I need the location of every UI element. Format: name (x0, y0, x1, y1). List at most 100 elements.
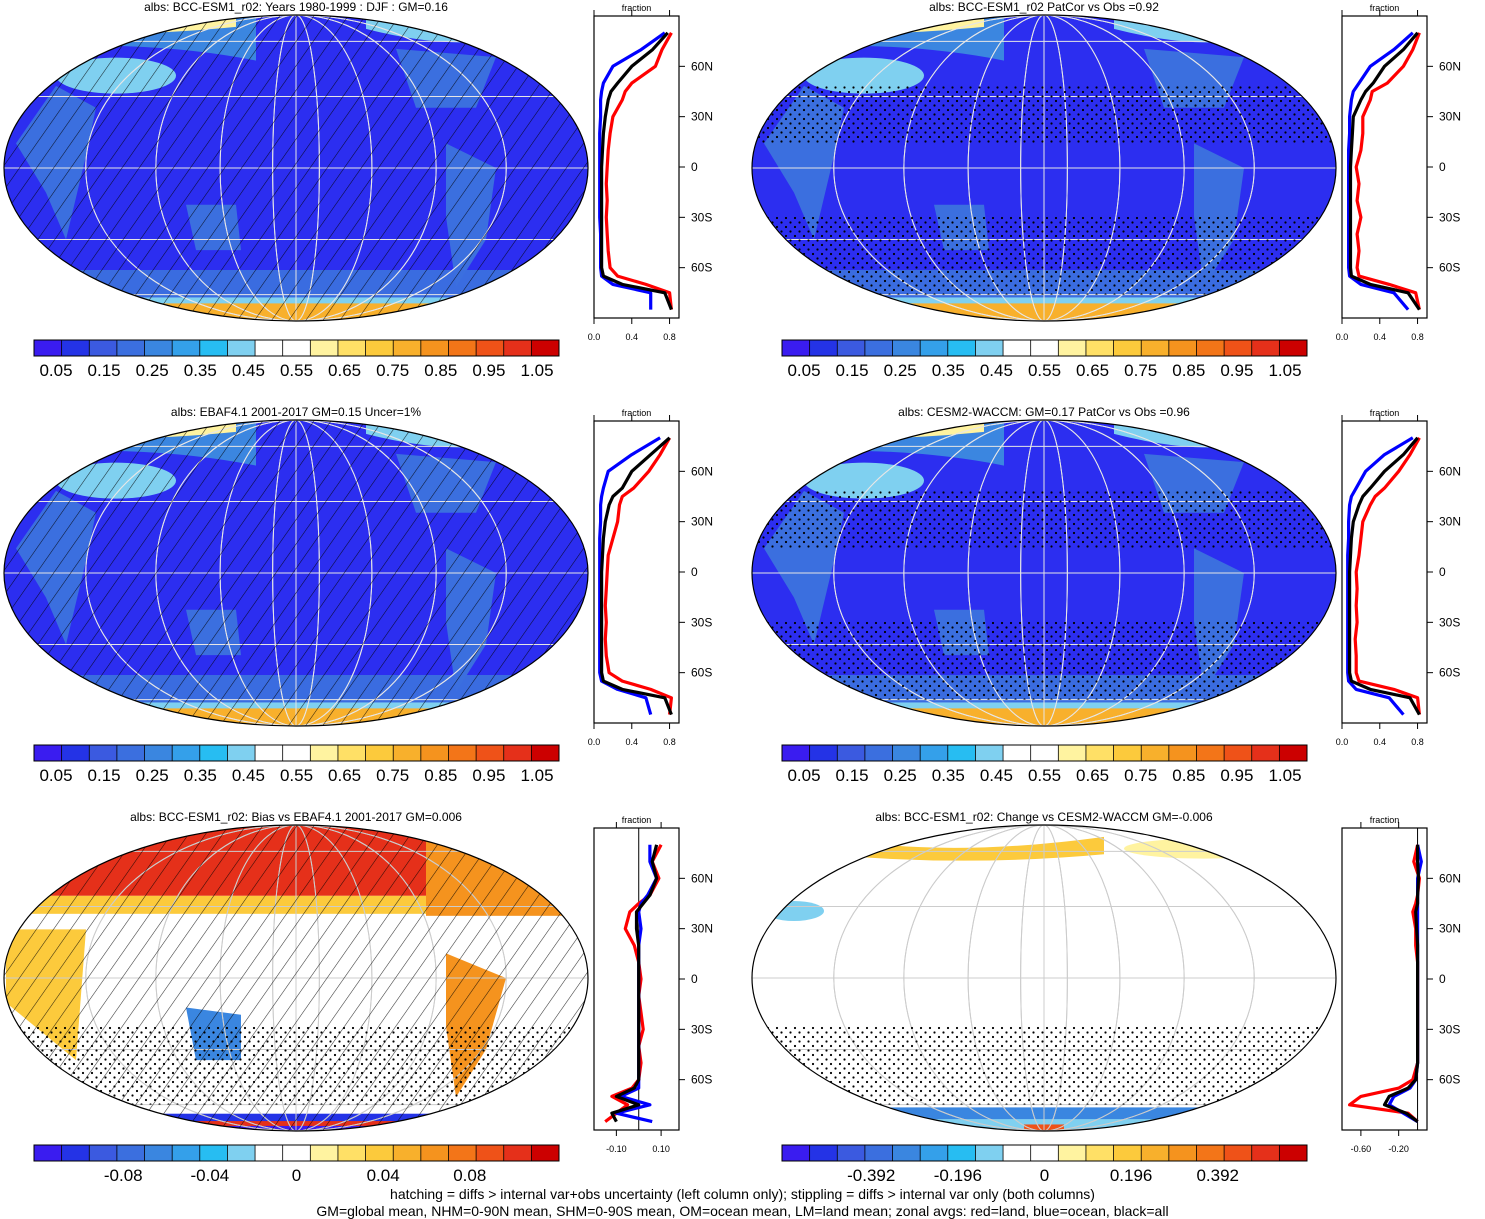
colorbar-tick-label: 0.75 (1124, 766, 1157, 785)
colorbar-swatch (920, 745, 949, 761)
colorbar-swatch (809, 745, 838, 761)
colorbar-tick-label: 0.05 (787, 361, 820, 380)
colorbar-tick-label: 0.25 (136, 766, 169, 785)
colorbar-tick-label: 0.35 (932, 361, 965, 380)
colorbar-tick-label: 0.55 (1028, 361, 1061, 380)
colorbar-swatch (476, 1145, 505, 1161)
colorbar-swatch (337, 1145, 366, 1161)
lat-tick-label: 60S (691, 666, 712, 680)
colorbar-swatch (864, 745, 893, 761)
lat-tick-label: 60S (691, 1073, 712, 1087)
colorbar-swatch (89, 1145, 118, 1161)
colorbar-swatch (1058, 745, 1087, 761)
map-outline (751, 824, 1337, 1132)
colorbar-swatch (1085, 745, 1114, 761)
colorbar-tick-label: 0.196 (1110, 1166, 1153, 1185)
colorbar-tick-label: 0.55 (1028, 766, 1061, 785)
colorbar-swatch (1058, 1145, 1087, 1161)
colorbar-swatch (448, 1145, 477, 1161)
colorbar-swatch (1168, 1145, 1197, 1161)
colorbar-swatch (782, 745, 810, 761)
lat-tick-label: 30S (691, 210, 712, 224)
colorbar-swatch (89, 340, 118, 356)
colorbar-swatch (947, 745, 976, 761)
colorbar-tick-label: 0.45 (980, 361, 1013, 380)
colorbar-swatch (448, 745, 477, 761)
lat-tick-label: 30S (1439, 1022, 1460, 1036)
colorbar-tick-label: 0.75 (1124, 361, 1157, 380)
colorbar: -0.08 -0.04 0 0.04 0.08 (33, 1144, 560, 1185)
colorbar-swatch (255, 340, 283, 356)
colorbar-swatch (34, 340, 62, 356)
colorbar-swatch (337, 340, 366, 356)
colorbar-swatch (1141, 1145, 1170, 1161)
lat-tick-label: 30N (1439, 110, 1461, 124)
zonal-series-all (599, 31, 673, 311)
zonal-series-land (1353, 437, 1421, 715)
colorbar-swatch (1030, 745, 1059, 761)
colorbar-swatch (975, 745, 1004, 761)
colorbar-tick-label: 0.45 (232, 766, 265, 785)
colorbar-tick-label: 0.55 (280, 766, 313, 785)
colorbar: 0.05 0.15 0.25 0.35 0.45 0.55 0.65 0.75 0.85 0.95… (33, 744, 560, 785)
colorbar-swatch (1058, 340, 1087, 356)
colorbar-tick-label: 0.35 (932, 766, 965, 785)
colorbar-swatch (1196, 1145, 1225, 1161)
colorbar-swatch (420, 745, 449, 761)
colorbar-tick-label: 0.65 (1076, 766, 1109, 785)
zonal-x-tick-label: 0.0 (1336, 332, 1349, 342)
lat-tick-label: 0 (691, 565, 698, 579)
colorbar-swatch (1196, 340, 1225, 356)
footer-note-abbreviations: GM=global mean, NHM=0-90N mean, SHM=0-90… (316, 1203, 1169, 1219)
map-title: albs: EBAF4.1 2001-2017 GM=0.15 Uncer=1% (170, 405, 422, 419)
colorbar-tick-label: 0.65 (328, 766, 361, 785)
colorbar: 0.05 0.15 0.25 0.35 0.45 0.55 0.65 0.75 0.85 0.95… (781, 744, 1308, 785)
colorbar-tick-label: 0.05 (39, 766, 72, 785)
colorbar-swatch (34, 745, 62, 761)
lat-tick-label: 60N (1439, 871, 1461, 885)
colorbar-tick-label: 0.05 (787, 766, 820, 785)
colorbar-swatch (282, 1145, 311, 1161)
zonal-mean-plot: fraction 60N 30N 0 30S 60S 0.0 0.4 0.8 (1336, 408, 1461, 747)
colorbar-tick-label: 0.08 (453, 1166, 486, 1185)
zonal-series-all (1382, 844, 1421, 1123)
colorbar-tick-label: 0.75 (376, 361, 409, 380)
zonal-series-ocean (598, 436, 661, 716)
colorbar-swatch (503, 745, 532, 761)
lat-tick-label: 0 (691, 972, 698, 986)
lat-tick-label: 0 (1439, 972, 1446, 986)
lat-tick-label: 60N (691, 59, 713, 73)
colorbar-swatch (365, 1145, 394, 1161)
colorbar-swatch (809, 1145, 838, 1161)
colorbar-swatch (172, 1145, 201, 1161)
zonal-x-tick-label: -0.60 (1351, 1144, 1372, 1154)
map-field (4, 15, 588, 321)
colorbar-swatch (1279, 745, 1308, 761)
colorbar-swatch (837, 745, 866, 761)
panel-bias-vs-ebaf: albs: BCC-ESM1_r02: Bias vs EBAF4.1 2001… (0, 810, 745, 1190)
panel-svg: fraction 60N 30N 0 30S 60S -0.10 0.10 -0.08 -0.04… (3, 815, 713, 1185)
colorbar-tick-label: 0.35 (184, 766, 217, 785)
colorbar-swatch (809, 340, 838, 356)
colorbar-swatch (61, 1145, 90, 1161)
zonal-mean-plot: fraction 60N 30N 0 30S 60S -0.10 0.10 (593, 815, 713, 1154)
colorbar-tick-label: 0 (1040, 1166, 1049, 1185)
zonal-series-ocean (1346, 436, 1414, 716)
map-outline (3, 824, 589, 1132)
colorbar-swatch (1279, 340, 1308, 356)
zonal-series-all (610, 844, 659, 1123)
colorbar-swatch (34, 1145, 62, 1161)
colorbar-swatch (282, 340, 311, 356)
zonal-title: fraction (1370, 815, 1400, 825)
colorbar-swatch (1085, 1145, 1114, 1161)
colorbar-tick-label: 0.15 (836, 766, 869, 785)
colorbar-swatch (837, 340, 866, 356)
map-title: albs: BCC-ESM1_r02 PatCor vs Obs =0.92 (929, 0, 1159, 14)
colorbar-tick-label: -0.196 (934, 1166, 982, 1185)
colorbar-tick-label: 0.05 (39, 361, 72, 380)
colorbar-swatch (144, 1145, 173, 1161)
colorbar-swatch (975, 340, 1004, 356)
colorbar-swatch (782, 340, 810, 356)
